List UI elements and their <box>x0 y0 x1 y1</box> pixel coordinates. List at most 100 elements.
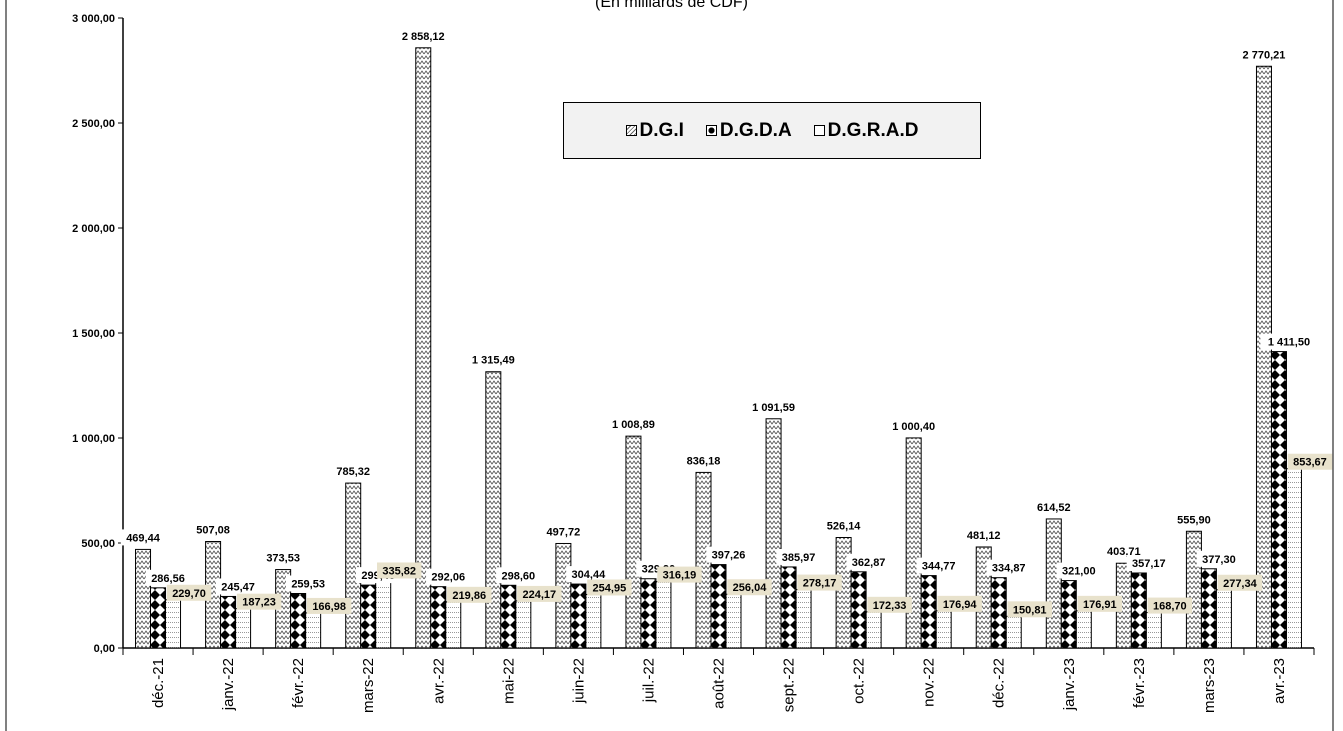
bar-dgi <box>485 371 502 649</box>
data-label: 497,72 <box>547 526 581 538</box>
data-label: 377,30 <box>1202 554 1236 566</box>
data-label: 229,70 <box>172 588 206 600</box>
x-tick-label: déc.-21 <box>150 658 167 708</box>
data-label-bg <box>426 568 471 585</box>
data-label: 321,00 <box>1062 566 1096 578</box>
bar-dgda <box>290 592 307 649</box>
data-label-bg <box>727 579 772 596</box>
bar-dgda <box>1060 580 1077 649</box>
bar-dgrad <box>1075 610 1092 649</box>
data-label-bg <box>744 398 803 415</box>
data-label: 168,70 <box>1153 601 1187 613</box>
x-tick-label: mars-22 <box>360 658 377 713</box>
x-tick-label: août-22 <box>711 658 728 709</box>
data-label-bg <box>867 596 912 613</box>
legend-swatch-dgi <box>625 125 637 136</box>
data-label: 1 008,89 <box>612 419 655 431</box>
data-label-bg <box>706 546 751 563</box>
data-label: 278,17 <box>803 578 837 590</box>
legend-item-dgi: D.G.I <box>625 120 684 142</box>
legend-swatch-dgrad <box>813 125 825 136</box>
data-label: 481,12 <box>967 530 1001 542</box>
bar-dgi <box>625 435 642 649</box>
data-label-bg <box>1056 562 1101 579</box>
data-label: 150,81 <box>1013 604 1047 616</box>
data-label: 836,18 <box>687 455 721 467</box>
data-label: 334,87 <box>992 563 1026 575</box>
x-tick-label: oct.-22 <box>851 658 868 704</box>
data-label-bg <box>285 575 331 592</box>
x-tick-label: janv.-23 <box>1061 658 1078 711</box>
data-label: 555,90 <box>1177 514 1211 526</box>
data-label: 316,19 <box>663 570 697 582</box>
y-tick-label: 500,00 <box>81 538 115 550</box>
data-label-bg <box>937 595 982 612</box>
legend-label-dgda: D.G.D.A <box>719 119 792 141</box>
x-tick-label: juin-22 <box>570 658 587 704</box>
bar-dgrad <box>655 581 672 649</box>
data-label-bg <box>120 529 166 546</box>
bar-dgi <box>135 548 152 649</box>
data-label-bg <box>776 548 821 565</box>
data-label: 176,91 <box>1083 599 1117 611</box>
data-label-bg <box>166 584 212 601</box>
data-label: 344,77 <box>922 561 956 573</box>
data-label: 357,17 <box>1132 558 1166 570</box>
bar-dgrad <box>1285 468 1302 649</box>
data-label: 785,32 <box>336 466 370 478</box>
data-label: 469,44 <box>126 532 161 544</box>
y-tick-label: 3 000,00 <box>72 13 115 25</box>
data-label-bg <box>394 27 452 44</box>
bar-dgrad <box>935 610 952 649</box>
data-label: 298,60 <box>501 570 535 582</box>
data-label-bg <box>306 597 352 614</box>
data-label: 1 091,59 <box>752 402 795 414</box>
y-tick-label: 2 000,00 <box>72 223 115 235</box>
data-label: 526,14 <box>827 521 862 533</box>
bar-dgda <box>500 584 517 649</box>
data-label: 187,23 <box>242 597 276 609</box>
bar-dgi <box>345 482 362 649</box>
data-label: 335,82 <box>382 565 416 577</box>
data-label-bg <box>447 586 492 603</box>
data-label-bg <box>566 566 611 583</box>
data-label: 385,97 <box>782 552 816 564</box>
data-label: 166,98 <box>312 601 346 613</box>
data-label: 304,44 <box>572 569 607 581</box>
data-label-bg <box>464 351 522 368</box>
data-label: 507,08 <box>196 525 230 537</box>
bar-dgda <box>220 595 237 649</box>
data-label: 219,86 <box>452 590 486 602</box>
data-label-bg <box>587 579 632 596</box>
data-label: 172,33 <box>873 600 907 612</box>
x-tick-label: avr.-23 <box>1271 658 1288 704</box>
bar-dgda <box>710 564 727 649</box>
bar-dgda <box>1130 572 1147 649</box>
data-label-bg <box>260 549 306 566</box>
data-label: 853,67 <box>1293 457 1327 469</box>
legend-swatch-dgda <box>705 125 717 136</box>
chart-legend: D.G.I D.G.D.A D.G.R.A.D <box>563 102 981 159</box>
bar-dgi <box>1185 530 1202 649</box>
x-tick-label: déc.-22 <box>991 658 1008 708</box>
data-label: 254,95 <box>593 582 627 594</box>
data-label: 176,94 <box>943 599 978 611</box>
x-tick-label: janv.-22 <box>220 658 237 711</box>
data-label-bg <box>681 452 726 469</box>
x-tick-label: nov.-22 <box>921 658 938 707</box>
data-label-bg <box>1007 601 1052 618</box>
bar-dgrad <box>1145 612 1162 649</box>
bar-dgrad <box>865 611 882 649</box>
data-label: 292,06 <box>431 572 465 584</box>
data-label-bg <box>1287 453 1333 470</box>
data-label-bg <box>190 521 236 538</box>
x-tick-label: juil.-22 <box>640 658 657 703</box>
data-label: 373,53 <box>266 553 300 565</box>
bar-dgda <box>150 587 167 649</box>
x-tick-label: mai-22 <box>500 658 517 704</box>
data-label-bg <box>1031 498 1076 515</box>
bar-dgrad <box>165 599 182 649</box>
data-label: 2 770,21 <box>1243 49 1286 61</box>
y-tick-label: 1 000,00 <box>72 433 115 445</box>
